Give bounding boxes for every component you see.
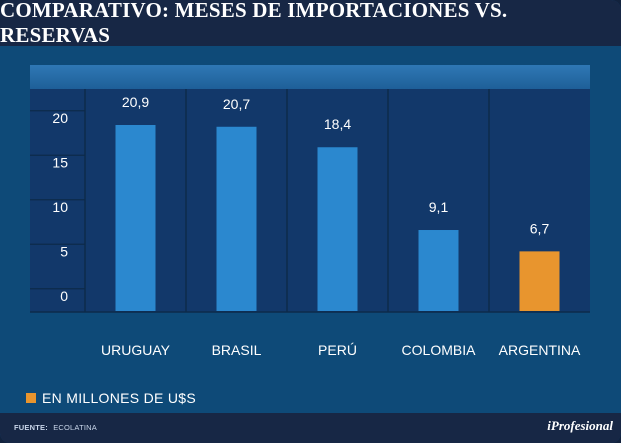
legend-swatch [26, 393, 36, 403]
plot-panel [30, 89, 590, 312]
bar-argentina [519, 251, 560, 311]
source-note: FUENTE: ECOLATINA [14, 423, 97, 432]
x-tick-label: ARGENTINA [499, 342, 581, 358]
y-tick-label: 15 [52, 155, 68, 171]
bar-uruguay [115, 124, 156, 312]
value-label: 20,7 [223, 96, 250, 112]
source-value: ECOLATINA [53, 423, 97, 432]
y-tick-label: 5 [60, 244, 68, 260]
value-label: 18,4 [324, 116, 351, 132]
bar-colombia [418, 230, 459, 311]
bar-perú [317, 147, 358, 311]
brand-logo: iProfesional [547, 418, 613, 433]
value-label: 6,7 [530, 220, 550, 236]
legend-label: EN MILLONES DE U$S [42, 390, 196, 406]
x-tick-label: PERÚ [318, 342, 357, 358]
y-tick-label: 20 [52, 110, 68, 126]
x-tick-label: COLOMBIA [402, 342, 477, 358]
footer: FUENTE: ECOLATINA iProfesional [0, 413, 621, 443]
value-label: 20,9 [122, 94, 149, 110]
x-tick-label: URUGUAY [101, 342, 171, 358]
bar-brasil [216, 126, 257, 312]
y-tick-label: 0 [60, 288, 68, 304]
source-label: FUENTE: [14, 423, 48, 432]
chart-header-band [30, 65, 590, 89]
x-tick-label: BRASIL [212, 342, 262, 358]
y-tick-label: 10 [52, 199, 68, 215]
value-label: 9,1 [429, 199, 449, 215]
chart-title: COMPARATIVO: MESES DE IMPORTACIONES VS. … [0, 0, 508, 47]
legend: EN MILLONES DE U$S [26, 388, 196, 408]
title-bar: COMPARATIVO: MESES DE IMPORTACIONES VS. … [0, 0, 621, 47]
